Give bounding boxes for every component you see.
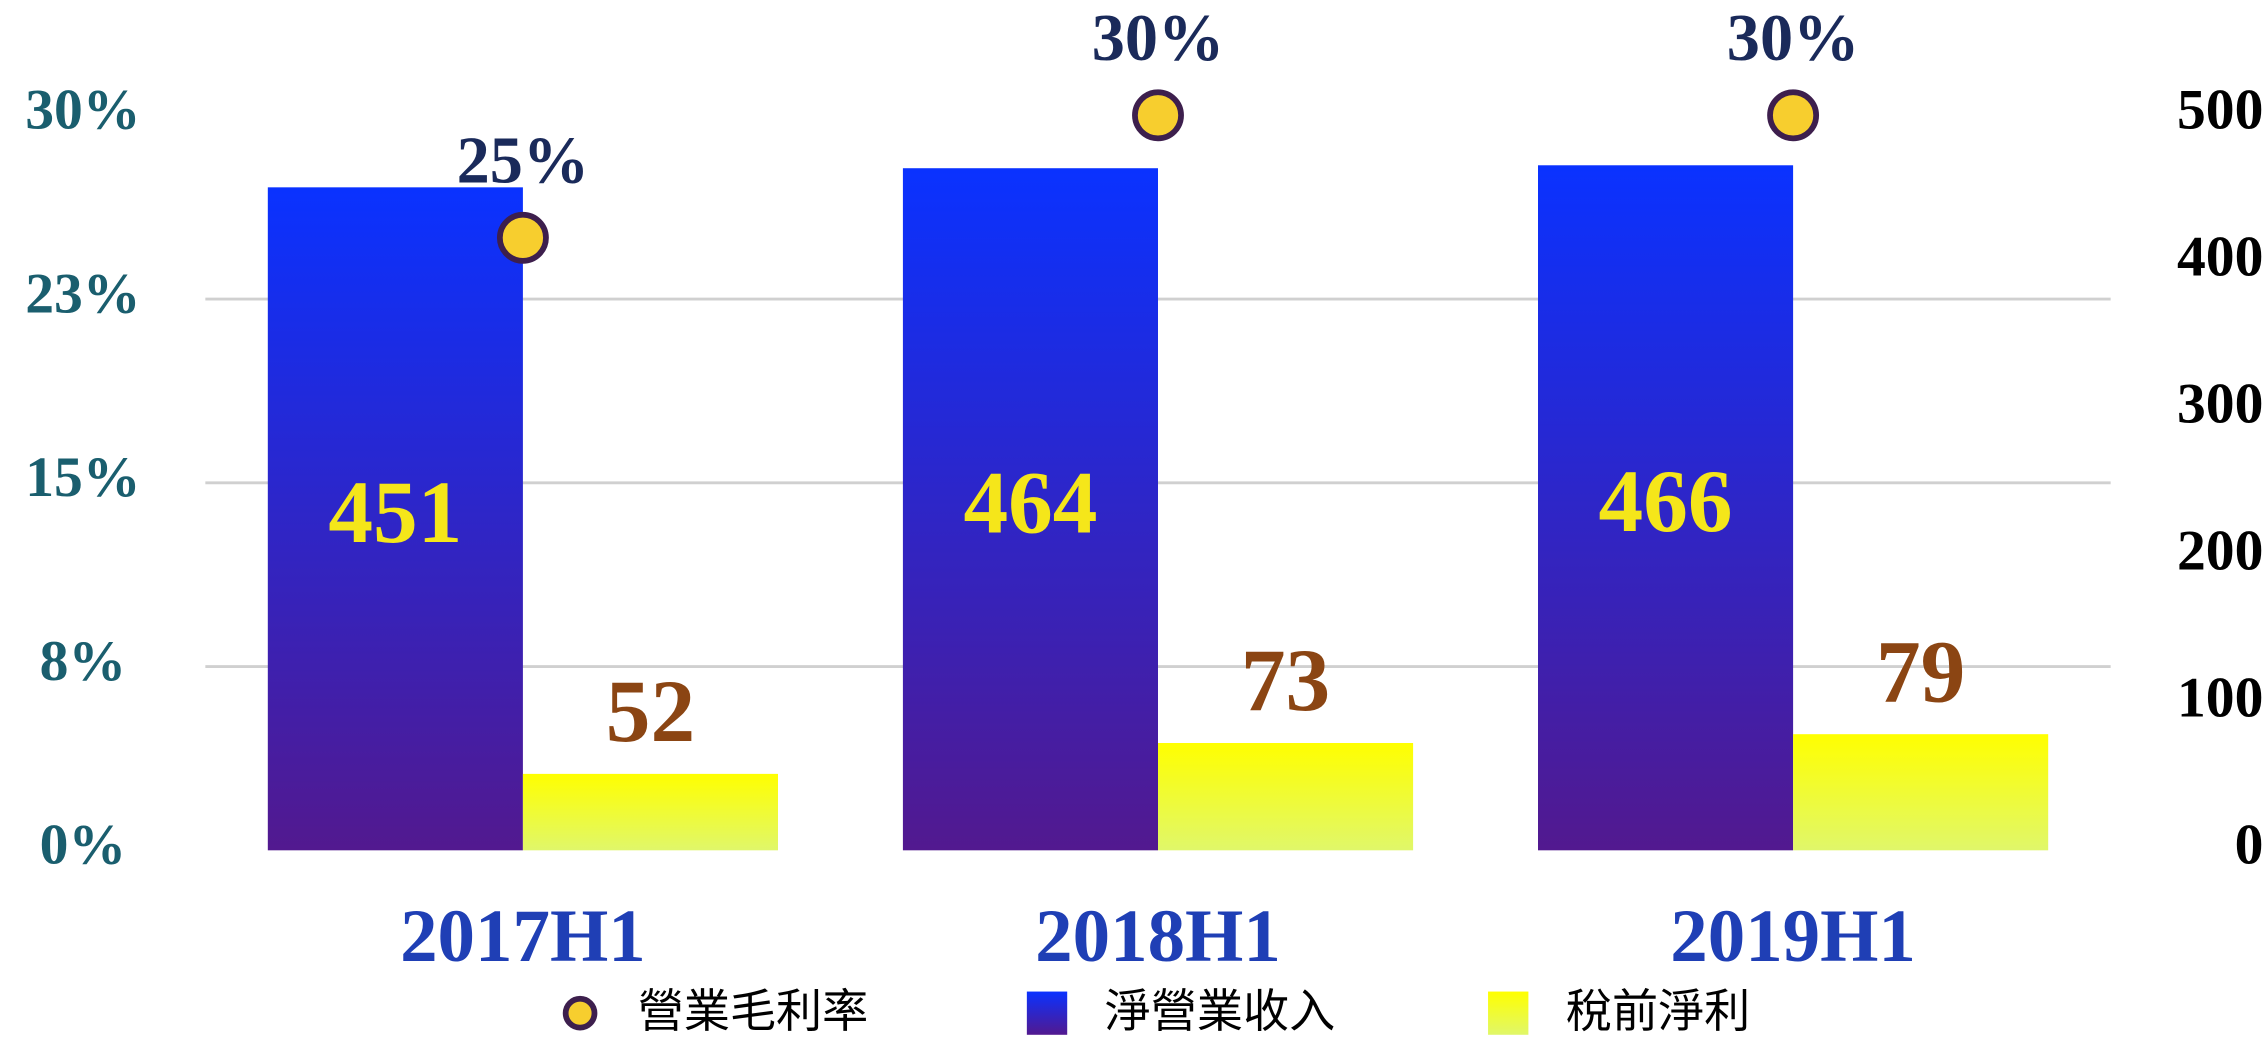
marker — [1132, 89, 1184, 142]
bar — [1538, 165, 1794, 851]
bar-label: 464 — [963, 454, 1097, 553]
bar-label: 52 — [606, 662, 695, 761]
bar-label: 73 — [1241, 631, 1330, 730]
legend-swatch — [1488, 991, 1529, 1035]
bar — [522, 773, 778, 851]
y-tick-label: 30% — [25, 79, 140, 142]
marker-label: 30% — [1092, 2, 1225, 75]
legend-label: 營業毛利率 — [638, 984, 869, 1038]
x-tick-label: 2017H1 — [400, 895, 646, 978]
y2-tick-label: 400 — [2177, 226, 2263, 289]
y2-tick-label: 300 — [2177, 373, 2263, 436]
y2-tick-label: 100 — [2177, 667, 2263, 730]
marker — [1767, 89, 1820, 142]
y2-tick-label: 500 — [2177, 79, 2263, 142]
y2-tick-label: 0 — [2235, 814, 2264, 877]
bar-label: 451 — [328, 463, 462, 562]
marker-label: 30% — [1727, 2, 1860, 75]
y-tick-label: 15% — [25, 446, 140, 509]
y2-tick-label: 200 — [2177, 520, 2263, 583]
legend-marker — [562, 995, 598, 1031]
y-tick-label: 0% — [40, 814, 126, 877]
y-tick-label: 8% — [40, 630, 126, 693]
bar-label: 79 — [1876, 622, 1965, 721]
bar — [902, 168, 1159, 851]
x-tick-label: 2018H1 — [1035, 895, 1281, 978]
bar — [267, 187, 523, 851]
x-tick-label: 2019H1 — [1670, 895, 1916, 978]
bar — [1158, 743, 1414, 851]
marker-label: 25% — [457, 124, 590, 197]
y-tick-label: 23% — [25, 262, 140, 325]
legend-label: 稅前淨利 — [1566, 984, 1750, 1038]
bar — [1793, 734, 2049, 851]
legend-swatch — [1026, 991, 1068, 1035]
marker — [496, 211, 549, 264]
legend-label: 淨營業收入 — [1105, 984, 1336, 1038]
bar-label: 466 — [1599, 452, 1733, 551]
